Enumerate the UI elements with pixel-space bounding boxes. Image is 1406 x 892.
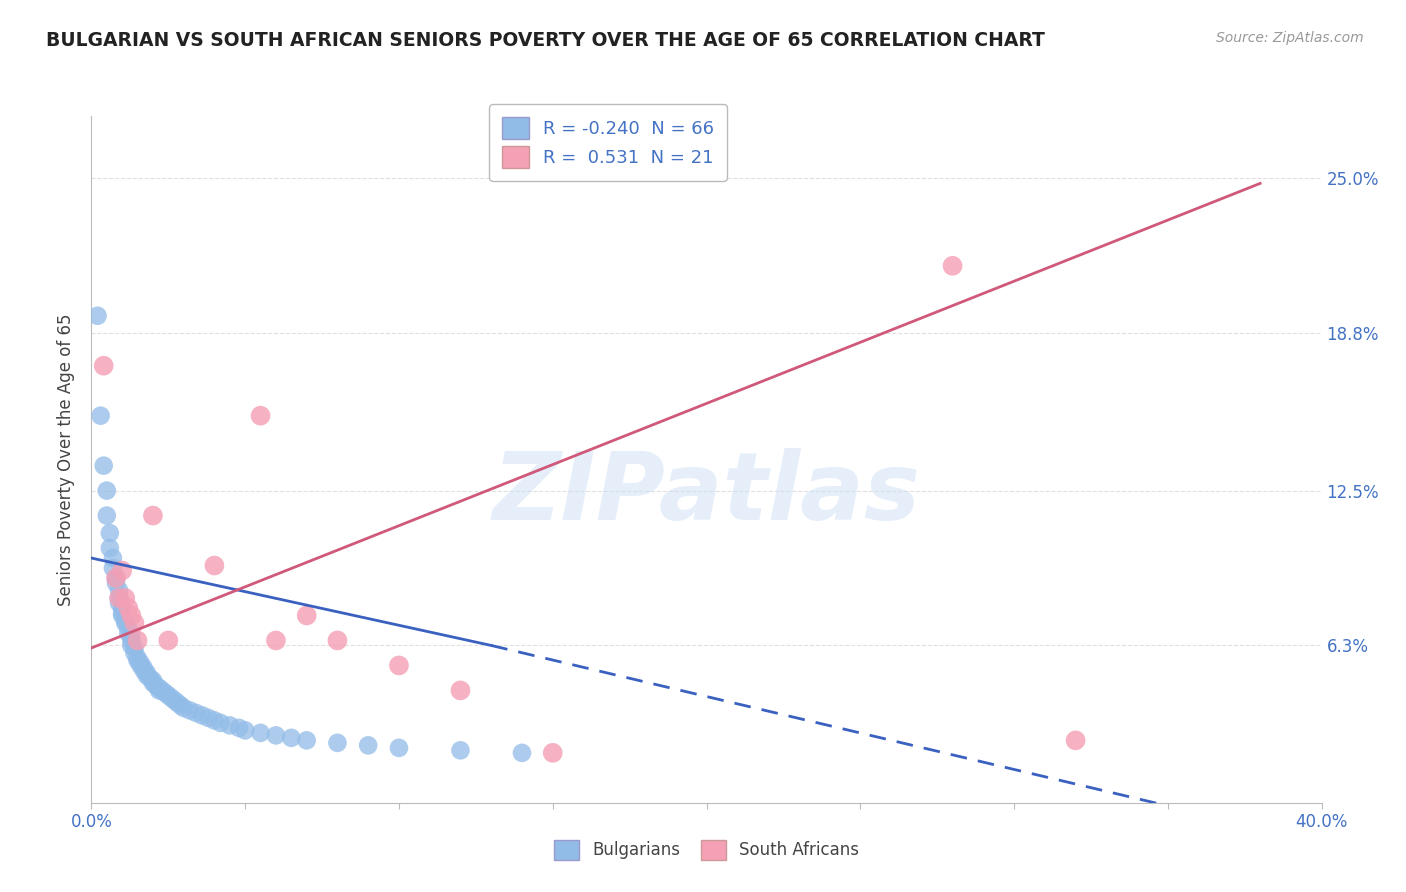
Point	[942, 259, 965, 273]
Point	[108, 591, 131, 605]
Point	[142, 508, 165, 523]
Point	[93, 458, 115, 473]
Point	[179, 703, 201, 717]
Point	[120, 633, 142, 648]
Point	[218, 718, 240, 732]
Point	[295, 608, 318, 623]
Point	[111, 601, 134, 615]
Point	[127, 653, 149, 667]
Point	[96, 508, 118, 523]
Point	[357, 739, 380, 753]
Point	[117, 621, 139, 635]
Point	[132, 661, 155, 675]
Point	[510, 746, 533, 760]
Point	[449, 743, 471, 757]
Point	[120, 639, 142, 653]
Text: ZIPatlas: ZIPatlas	[492, 448, 921, 540]
Point	[98, 541, 121, 555]
Point	[139, 671, 162, 685]
Point	[93, 359, 115, 373]
Point	[86, 309, 108, 323]
Point	[157, 689, 180, 703]
Point	[132, 664, 155, 678]
Point	[249, 409, 271, 423]
Point	[127, 651, 149, 665]
Point	[105, 571, 127, 585]
Point	[120, 628, 142, 642]
Point	[153, 686, 177, 700]
Point	[150, 683, 173, 698]
Point	[101, 561, 124, 575]
Point	[129, 656, 152, 670]
Point	[129, 658, 152, 673]
Point	[264, 728, 287, 742]
Point	[228, 721, 250, 735]
Point	[96, 483, 118, 498]
Text: BULGARIAN VS SOUTH AFRICAN SENIORS POVERTY OVER THE AGE OF 65 CORRELATION CHART: BULGARIAN VS SOUTH AFRICAN SENIORS POVER…	[46, 31, 1045, 50]
Point	[108, 596, 131, 610]
Point	[191, 708, 214, 723]
Point	[135, 665, 157, 680]
Point	[173, 701, 195, 715]
Point	[326, 736, 349, 750]
Point	[202, 714, 225, 728]
Point	[111, 606, 134, 620]
Point	[295, 733, 318, 747]
Point	[184, 706, 207, 720]
Point	[101, 551, 124, 566]
Legend: Bulgarians, South Africans: Bulgarians, South Africans	[544, 830, 869, 870]
Point	[388, 658, 411, 673]
Point	[449, 683, 471, 698]
Point	[233, 723, 256, 738]
Point	[98, 526, 121, 541]
Point	[105, 576, 127, 591]
Point	[127, 633, 149, 648]
Point	[326, 633, 349, 648]
Point	[280, 731, 302, 745]
Point	[1064, 733, 1087, 747]
Point	[105, 571, 127, 585]
Point	[114, 614, 136, 628]
Point	[90, 409, 112, 423]
Point	[124, 640, 146, 655]
Point	[148, 683, 170, 698]
Point	[202, 558, 225, 573]
Point	[197, 711, 219, 725]
Y-axis label: Seniors Poverty Over the Age of 65: Seniors Poverty Over the Age of 65	[58, 313, 76, 606]
Point	[169, 698, 191, 713]
Point	[541, 746, 564, 760]
Point	[117, 626, 139, 640]
Point	[124, 646, 146, 660]
Point	[249, 726, 271, 740]
Point	[108, 583, 131, 598]
Point	[117, 601, 139, 615]
Point	[388, 740, 411, 755]
Point	[163, 693, 186, 707]
Point	[148, 681, 170, 695]
Point	[142, 673, 165, 688]
Point	[209, 715, 232, 730]
Point	[135, 668, 157, 682]
Point	[160, 690, 183, 705]
Point	[108, 591, 131, 605]
Point	[157, 633, 180, 648]
Point	[114, 591, 136, 605]
Point	[111, 608, 134, 623]
Point	[114, 615, 136, 630]
Point	[142, 676, 165, 690]
Point	[166, 696, 188, 710]
Point	[145, 678, 167, 692]
Point	[264, 633, 287, 648]
Point	[124, 615, 146, 630]
Text: Source: ZipAtlas.com: Source: ZipAtlas.com	[1216, 31, 1364, 45]
Point	[120, 608, 142, 623]
Point	[111, 564, 134, 578]
